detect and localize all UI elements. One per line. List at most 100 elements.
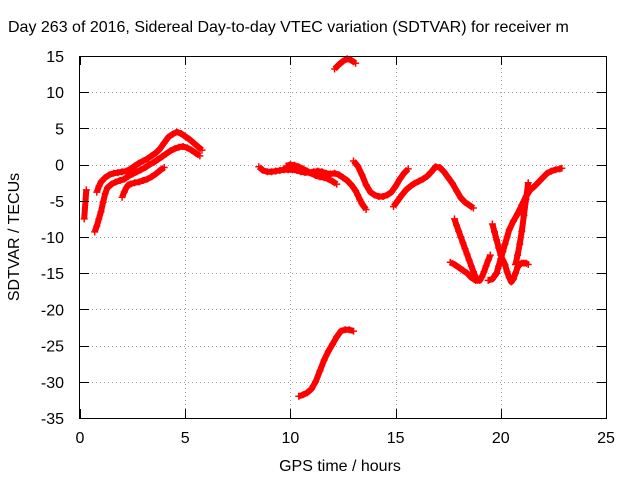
data-point xyxy=(467,274,475,281)
data-point xyxy=(423,172,431,180)
data-point xyxy=(505,274,513,281)
data-point xyxy=(499,256,507,264)
data-point xyxy=(493,269,501,277)
data-point xyxy=(484,276,492,284)
data-point xyxy=(116,177,124,184)
data-point xyxy=(120,175,128,183)
data-point xyxy=(495,262,503,270)
data-point xyxy=(120,188,128,196)
data-point xyxy=(358,171,366,179)
data-point xyxy=(455,227,463,235)
data-point xyxy=(453,221,461,229)
data-point xyxy=(345,326,353,334)
data-point xyxy=(173,128,181,136)
data-point xyxy=(440,168,448,176)
data-point xyxy=(343,177,351,184)
data-point xyxy=(465,201,473,209)
data-point xyxy=(190,139,198,147)
data-point xyxy=(99,198,107,206)
data-point xyxy=(312,172,320,179)
data-point xyxy=(185,135,193,143)
data-point xyxy=(457,233,465,241)
data-point xyxy=(135,178,143,186)
y-tick-label: 0 xyxy=(55,158,64,175)
data-point xyxy=(158,153,166,161)
data-point xyxy=(181,132,189,140)
data-point xyxy=(400,169,408,177)
data-point xyxy=(282,162,290,170)
y-tick-label: -15 xyxy=(41,266,64,283)
data-point xyxy=(127,180,134,188)
data-point xyxy=(127,165,134,173)
data-point xyxy=(106,171,113,179)
series-11 xyxy=(451,215,494,284)
x-tick-label: 25 xyxy=(597,430,615,447)
data-point xyxy=(156,145,164,153)
data-point xyxy=(512,261,519,268)
data-point xyxy=(543,169,551,177)
data-point xyxy=(467,262,475,270)
data-point xyxy=(524,179,532,187)
data-point xyxy=(451,215,458,223)
data-point xyxy=(402,186,410,194)
data-point xyxy=(139,177,147,184)
data-point xyxy=(518,227,526,235)
data-point xyxy=(493,236,501,244)
data-point xyxy=(154,156,162,163)
data-point xyxy=(156,166,164,174)
data-point xyxy=(463,269,471,277)
y-tick-label: -35 xyxy=(41,411,64,428)
axis-ticks xyxy=(80,56,607,419)
data-point xyxy=(505,226,513,234)
y-tick-label: -5 xyxy=(50,194,64,211)
data-point xyxy=(307,169,315,177)
data-point xyxy=(82,186,90,194)
data-point xyxy=(160,164,168,171)
data-point xyxy=(461,198,469,206)
data-point xyxy=(324,175,332,183)
data-point xyxy=(303,389,311,397)
data-point xyxy=(444,174,452,182)
data-point xyxy=(484,256,492,264)
series-15 xyxy=(512,179,532,268)
x-tick-label: 0 xyxy=(76,430,85,447)
data-point xyxy=(93,188,101,196)
data-point xyxy=(101,190,109,198)
series-1 xyxy=(80,186,90,223)
data-point xyxy=(329,340,336,348)
data-point xyxy=(143,155,151,163)
data-point xyxy=(390,203,397,211)
data-point xyxy=(316,367,324,375)
data-point xyxy=(335,61,343,69)
data-point xyxy=(303,167,311,175)
data-point xyxy=(135,159,143,167)
data-point xyxy=(167,147,174,155)
data-point xyxy=(259,166,267,174)
data-point xyxy=(469,268,477,276)
data-point xyxy=(352,59,360,67)
data-point xyxy=(535,178,543,186)
data-point xyxy=(501,240,509,248)
series-10 xyxy=(390,163,477,212)
grid xyxy=(80,56,606,418)
data-point xyxy=(164,133,172,141)
data-point xyxy=(333,333,341,341)
data-point xyxy=(362,206,370,213)
data-point xyxy=(411,179,418,187)
data-point xyxy=(124,172,132,180)
data-point xyxy=(427,168,435,176)
data-point xyxy=(162,150,170,158)
data-point xyxy=(459,266,467,274)
data-point xyxy=(145,161,153,169)
data-point xyxy=(354,162,362,170)
data-point xyxy=(93,222,101,230)
y-tick-label: -20 xyxy=(41,302,64,319)
y-axis-title: SDTVAR / TECUs xyxy=(6,173,23,301)
data-point xyxy=(131,162,139,170)
data-point xyxy=(469,204,477,212)
data-point xyxy=(509,217,517,225)
data-point xyxy=(383,191,391,199)
data-point xyxy=(396,175,404,183)
series-9 xyxy=(350,157,412,200)
